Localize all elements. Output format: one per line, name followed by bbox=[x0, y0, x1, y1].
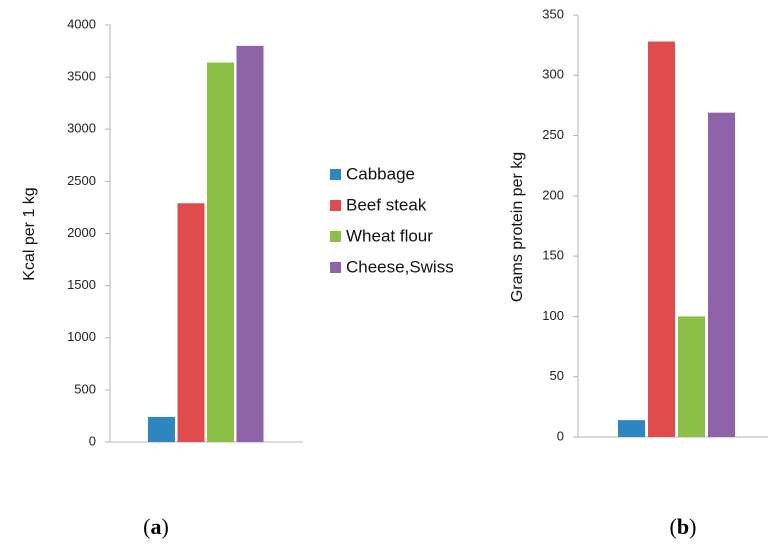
legend-label: Cabbage bbox=[346, 164, 415, 183]
chart-b-tick-label: 100 bbox=[542, 308, 564, 323]
chart-b-bar-cabbage bbox=[618, 420, 645, 437]
chart-a-y-axis-label: Kcal per 1 kg bbox=[21, 187, 38, 280]
chart-b-tick-label: 350 bbox=[542, 6, 564, 21]
chart-a-bar-wheat-flour bbox=[207, 62, 234, 442]
legend-label: Beef steak bbox=[346, 195, 427, 214]
chart-b-y-axis-label: Grams protein per kg bbox=[509, 152, 526, 302]
legend-swatch bbox=[330, 262, 341, 273]
chart-b-panel-label: (b) bbox=[670, 514, 697, 539]
chart-b-tick-label: 50 bbox=[550, 368, 564, 383]
chart-b-tick-label: 0 bbox=[557, 428, 564, 443]
legend-label: Wheat flour bbox=[346, 226, 433, 245]
chart-a-bar-cabbage bbox=[148, 416, 175, 442]
chart-b-bar-cheese-swiss bbox=[708, 112, 735, 438]
chart-b-tick-label: 200 bbox=[542, 187, 564, 202]
chart-b-tick-label: 250 bbox=[542, 127, 564, 142]
chart-a-bars bbox=[148, 45, 264, 442]
chart-a-tick-label: 3000 bbox=[67, 121, 96, 136]
chart-a-y-ticks: 0 500 1000 1500 2000 2500 3000 3500 4000 bbox=[67, 16, 110, 448]
legend-swatch bbox=[330, 231, 341, 242]
chart-a: 0 500 1000 1500 2000 2500 3000 3500 4000 Kcal pe… bbox=[21, 16, 303, 539]
chart-a-bar-beef-steak bbox=[177, 203, 205, 442]
chart-b-bar-wheat-flour bbox=[678, 316, 705, 437]
chart-a-tick-label: 3500 bbox=[67, 69, 96, 84]
chart-b-bars bbox=[618, 41, 735, 438]
chart-a-panel-label: (a) bbox=[143, 514, 169, 539]
chart-a-tick-label: 4000 bbox=[67, 16, 96, 31]
chart-a-tick-label: 1500 bbox=[67, 277, 96, 292]
chart-b-y-ticks: 0 50 100 150 200 250 300 350 bbox=[542, 6, 578, 443]
chart-a-tick-label: 500 bbox=[74, 381, 96, 396]
legend-swatch bbox=[330, 169, 341, 180]
chart-a-tick-label: 2000 bbox=[67, 225, 96, 240]
chart-b-tick-label: 300 bbox=[542, 67, 564, 82]
chart-a-tick-label: 2500 bbox=[67, 173, 96, 188]
chart-a-tick-label: 1000 bbox=[67, 329, 96, 344]
legend-label: Cheese,Swiss bbox=[346, 257, 454, 276]
chart-b: 0 50 100 150 200 250 300 350 Grams protein per … bbox=[509, 6, 768, 539]
chart-b-tick-label: 150 bbox=[542, 248, 564, 263]
chart-b-bar-beef-steak bbox=[648, 41, 675, 437]
legend-swatch bbox=[330, 200, 341, 211]
legend: Cabbage Beef steak Wheat flour Cheese,Swiss bbox=[330, 164, 454, 276]
chart-a-tick-label: 0 bbox=[89, 433, 96, 448]
chart-a-bar-cheese-swiss bbox=[236, 45, 264, 442]
